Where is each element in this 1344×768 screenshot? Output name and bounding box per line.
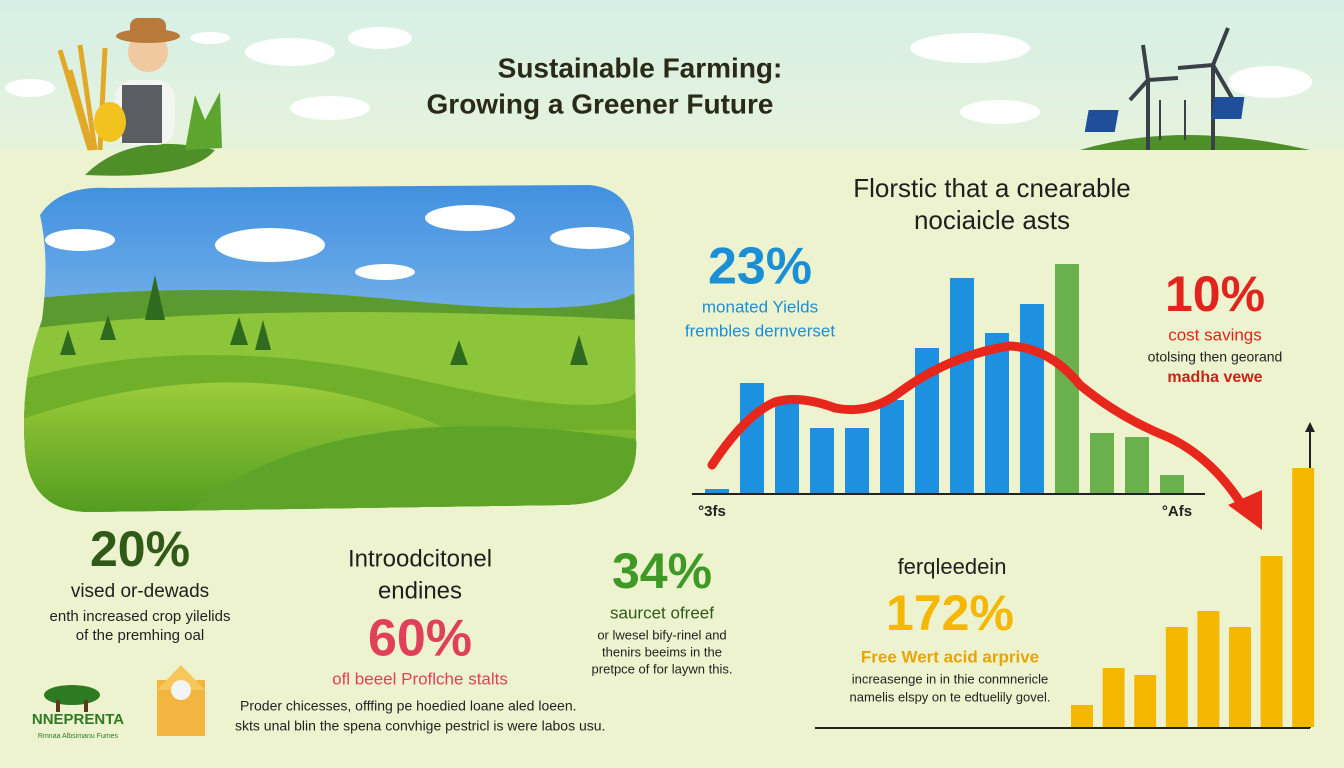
stat-text: thenirs beeims in the xyxy=(602,644,722,659)
stat-heading: Introodcitonel xyxy=(348,545,492,572)
chart-title: Florstic that a cnearable xyxy=(853,173,1130,203)
clouds xyxy=(5,27,1312,124)
bar xyxy=(1125,437,1149,493)
stat-text: pretpce of for laywn this. xyxy=(592,661,733,676)
wind-turbines-illustration xyxy=(1080,27,1310,150)
stat-text: enth increased crop yilelids xyxy=(50,608,231,625)
stat-text: namelis elspy on te edtuelily govel. xyxy=(850,689,1051,704)
footer-text: Proder chicesses, offfing pe hoedied loa… xyxy=(240,698,577,714)
x-label: °3fs xyxy=(698,503,726,520)
stat-value: 10% xyxy=(1165,266,1265,322)
stat-text: monated Yields xyxy=(702,297,818,316)
bar xyxy=(1260,556,1283,727)
logo-tagline: Rmnaa Albsimanu Fumes xyxy=(38,733,119,740)
chart-title: nociaicle asts xyxy=(914,205,1070,235)
bar xyxy=(1160,475,1184,493)
bar xyxy=(1090,433,1114,493)
stat-text: Free Wert acid arprive xyxy=(861,647,1039,666)
stat-value: 60% xyxy=(368,610,472,668)
bar xyxy=(985,333,1009,493)
bar xyxy=(810,428,834,493)
logo-icon xyxy=(44,685,100,712)
bar xyxy=(1020,304,1044,493)
title: Sustainable Farming: xyxy=(498,52,783,83)
stat-value: 34% xyxy=(612,543,712,599)
stat-text: saurcet ofreef xyxy=(610,603,714,622)
stat-text: increasenge in in thie conmnericle xyxy=(852,671,1049,686)
bar xyxy=(1292,468,1315,727)
envelope-icon xyxy=(157,665,205,736)
bar xyxy=(845,428,869,493)
stat-value: 20% xyxy=(90,521,190,577)
bar xyxy=(775,403,799,493)
bar xyxy=(880,400,904,493)
stat-heading: ferqleedein xyxy=(898,554,1007,579)
stat-heading: endines xyxy=(378,577,462,604)
title: Growing a Greener Future xyxy=(427,88,774,119)
stat-value: 172% xyxy=(886,585,1014,641)
stat-text: frembles dernverset xyxy=(685,321,836,340)
bar xyxy=(740,383,764,493)
bar xyxy=(1102,668,1125,727)
stat-text: or lwesel bify-rinel and xyxy=(597,627,726,642)
logo-name: NNEPRENTA xyxy=(32,711,124,728)
stat-text: cost savings xyxy=(1168,325,1262,344)
bar xyxy=(1134,675,1157,727)
stat-text: of the premhing oal xyxy=(76,627,204,644)
landscape-illustration xyxy=(24,185,637,512)
header-band xyxy=(0,0,1344,150)
bar xyxy=(1165,627,1188,727)
trend-arrowhead xyxy=(1228,490,1262,530)
x-label: °Afs xyxy=(1162,503,1192,520)
stat-text: vised or-dewads xyxy=(71,581,209,602)
stat-value: 23% xyxy=(708,238,812,296)
axis-arrow xyxy=(1305,422,1315,432)
bar xyxy=(705,489,729,493)
farmer-illustration xyxy=(57,18,222,176)
bar xyxy=(1229,627,1251,727)
stat-text: madha vewe xyxy=(1167,369,1262,386)
stat-text: otolsing then georand xyxy=(1148,349,1283,365)
trend-line xyxy=(707,341,1250,515)
stat-text: ofl beeel Proflche stalts xyxy=(332,669,508,688)
bar xyxy=(1071,705,1093,727)
bar xyxy=(1197,611,1220,727)
footer-text: skts unal blin the spena convhige pestri… xyxy=(235,718,605,734)
bar xyxy=(950,278,974,493)
